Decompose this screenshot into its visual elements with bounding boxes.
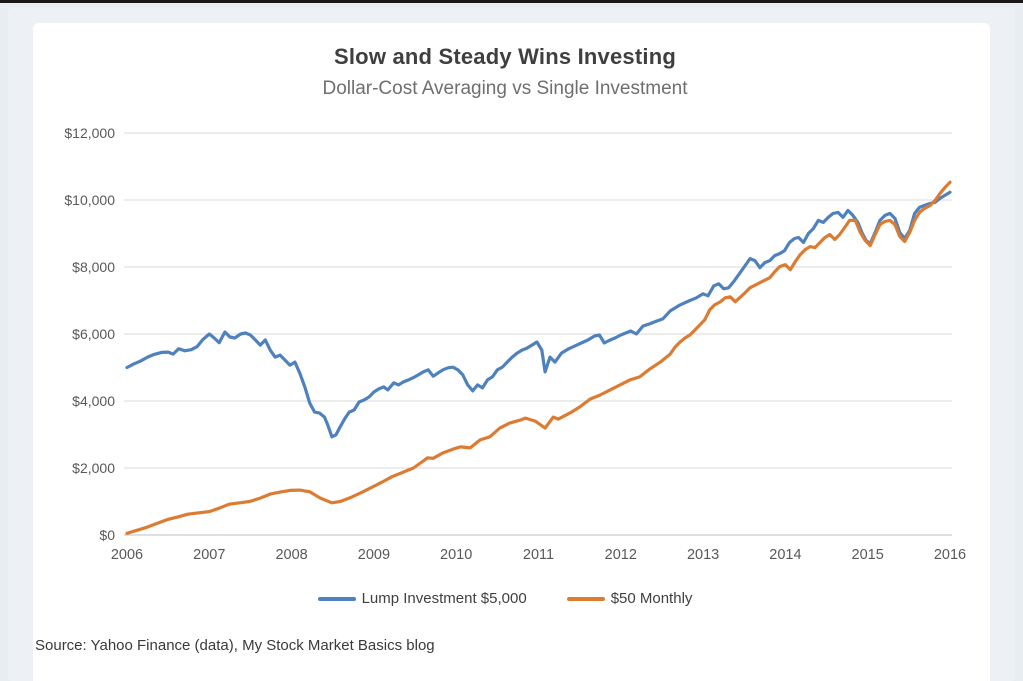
x-tick-label-2010: 2010: [440, 547, 473, 563]
y-tick-label-4000: $4,000: [72, 393, 115, 409]
y-tick-label-6000: $6,000: [72, 326, 115, 342]
x-tick-label-2008: 2008: [275, 547, 308, 563]
series-line-1: [125, 180, 952, 535]
y-tick-label-0: $0: [99, 527, 115, 543]
x-tick-label-2014: 2014: [769, 547, 802, 563]
legend-entry-monthly: $50 Monthly: [566, 590, 693, 607]
series-line-0: [125, 190, 952, 439]
legend-entry-lump: Lump Investment $5,000: [317, 590, 527, 607]
x-tick-label-2007: 2007: [193, 547, 226, 563]
x-tick-label-2011: 2011: [522, 547, 555, 563]
chart-title: Slow and Steady Wins Investing: [334, 44, 676, 69]
x-tick-label-2016: 2016: [933, 547, 967, 563]
x-tick-label-2009: 2009: [357, 547, 391, 563]
y-tick-label-10000: $10,000: [64, 192, 115, 208]
legend-label-lump: Lump Investment $5,000: [361, 590, 527, 607]
legend-line-swatch-orange: [566, 596, 605, 601]
y-tick-label-8000: $8,000: [72, 259, 115, 275]
legend-label-monthly: $50 Monthly: [610, 590, 693, 607]
y-tick-label-2000: $2,000: [72, 460, 115, 476]
x-tick-label-2013: 2013: [686, 547, 720, 563]
top-border-bar: [0, 0, 1023, 3]
x-tick-label-2012: 2012: [604, 547, 637, 563]
x-tick-label-2015: 2015: [851, 547, 884, 563]
chart-subtitle: Dollar-Cost Averaging vs Single Investme…: [322, 78, 688, 99]
legend-line-swatch-blue: [317, 596, 356, 601]
legend: Lump Investment $5,000 $50 Monthly: [35, 590, 975, 607]
y-tick-label-12000: $12,000: [64, 125, 115, 141]
x-tick-label-2006: 2006: [110, 547, 144, 563]
source-note: Source: Yahoo Finance (data), My Stock M…: [35, 637, 435, 654]
